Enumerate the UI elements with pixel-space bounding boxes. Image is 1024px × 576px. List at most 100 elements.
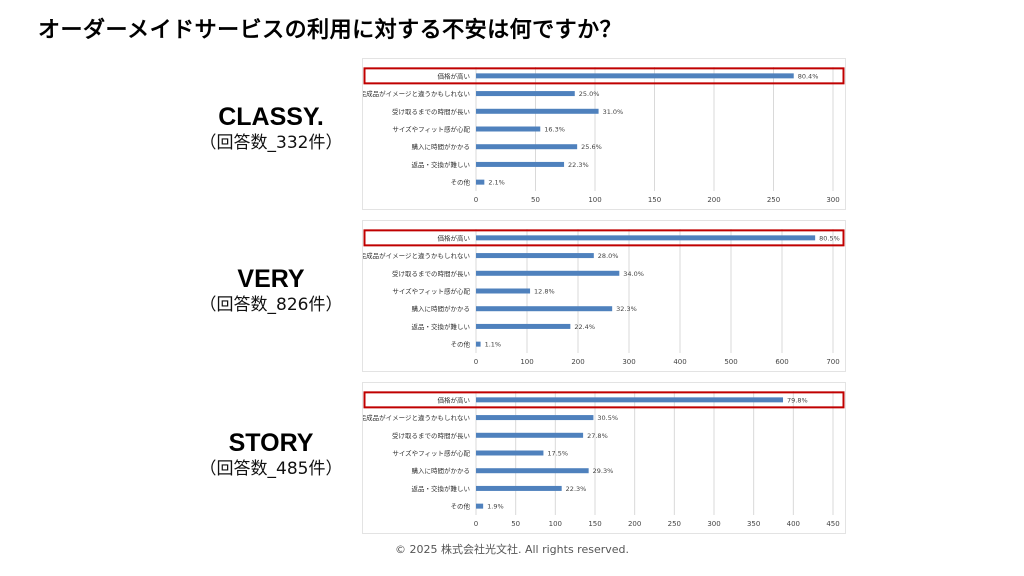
bar <box>476 341 481 347</box>
data-label: 1.9% <box>487 503 504 511</box>
data-label: 28.0% <box>598 252 619 260</box>
x-tick-label: 300 <box>622 358 635 366</box>
bar <box>476 91 575 97</box>
x-tick-label: 50 <box>531 196 540 204</box>
bar <box>476 432 584 438</box>
x-tick-label: 300 <box>826 196 839 204</box>
category-label: その他 <box>451 502 471 511</box>
category-label: 価格が高い <box>438 395 471 404</box>
magazine-name: STORY <box>228 429 314 457</box>
category-label: 価格が高い <box>438 233 471 242</box>
chart-panel-story: 0 50 100 150 200 250 300 350 400 450 価格が高い 79.8% 完成品… <box>362 382 846 534</box>
data-label: 12.8% <box>534 288 555 296</box>
x-tick-label: 0 <box>474 520 478 528</box>
category-label: 返品・交換が難しい <box>412 322 471 331</box>
bar <box>476 323 571 329</box>
x-tick-label: 150 <box>648 196 661 204</box>
category-label: 購入に時間がかかる <box>412 466 471 475</box>
x-tick-label: 150 <box>588 520 601 528</box>
x-tick-label: 250 <box>767 196 780 204</box>
category-label: 受け取るまでの時間が長い <box>392 269 470 278</box>
bar <box>476 415 594 421</box>
x-tick-label: 0 <box>474 196 478 204</box>
category-label: 完成品がイメージと違うかもしれない <box>363 413 470 422</box>
magazine-label-classy: CLASSY. （回答数_332件） <box>146 102 396 154</box>
data-label: 22.4% <box>574 323 595 331</box>
x-tick-label: 400 <box>673 358 686 366</box>
chart-panel-very: 0 100 200 300 400 500 600 700 価格が高い 80.5% 完成品がイメージ… <box>362 220 846 372</box>
highlight-box <box>363 391 845 409</box>
page-title: オーダーメイドサービスの利用に対する不安は何ですか？ <box>38 18 623 43</box>
bar <box>476 306 613 312</box>
data-label: 80.5% <box>819 234 840 242</box>
category-label: 受け取るまでの時間が長い <box>392 431 470 440</box>
category-label: 価格が高い <box>438 71 471 80</box>
data-label: 27.8% <box>587 432 608 440</box>
data-label: 17.5% <box>547 450 568 458</box>
category-label: 完成品がイメージと違うかもしれない <box>363 251 470 260</box>
bar <box>476 126 541 132</box>
bar <box>476 144 578 150</box>
x-tick-label: 700 <box>826 358 839 366</box>
x-tick-label: 50 <box>511 520 520 528</box>
category-label: その他 <box>451 340 471 349</box>
data-label: 1.1% <box>485 341 502 349</box>
x-tick-label: 400 <box>787 520 800 528</box>
bar <box>476 288 531 294</box>
bar <box>476 468 589 474</box>
chart-panel-classy: 0 50 100 150 200 250 300 価格が高い 80.4% 完成品がイメージと違うか… <box>362 58 846 210</box>
bar-chart-story: 0 50 100 150 200 250 300 350 400 450 価格が高い 79.8% 完成品… <box>363 391 845 528</box>
category-label: 受け取るまでの時間が長い <box>392 107 470 116</box>
bar <box>476 253 594 259</box>
x-tick-label: 500 <box>724 358 737 366</box>
data-label: 22.3% <box>566 485 587 493</box>
x-tick-label: 200 <box>707 196 720 204</box>
data-label: 31.0% <box>603 108 624 116</box>
x-tick-label: 300 <box>707 520 720 528</box>
data-label: 25.0% <box>579 90 600 98</box>
highlight-box <box>363 229 845 247</box>
bar <box>476 73 794 79</box>
category-label: 購入に時間がかかる <box>412 142 471 151</box>
category-label: 返品・交換が難しい <box>412 484 471 493</box>
response-count: （回答数_485件） <box>199 459 343 479</box>
data-label: 30.5% <box>597 414 618 422</box>
copyright-notice: © 2025 株式会社光文社. All rights reserved. <box>394 543 629 556</box>
bar-chart-classy: 0 50 100 150 200 250 300 価格が高い 80.4% 完成品がイメージと違うか… <box>363 67 845 204</box>
category-label: その他 <box>451 178 471 187</box>
category-label: 返品・交換が難しい <box>412 160 471 169</box>
category-label: サイズやフィット感が心配 <box>392 125 470 134</box>
x-tick-label: 0 <box>474 358 478 366</box>
bar-chart-very: 0 100 200 300 400 500 600 700 価格が高い 80.5% 完成品がイメージ… <box>363 229 845 366</box>
data-label: 32.3% <box>616 305 637 313</box>
category-label: 完成品がイメージと違うかもしれない <box>363 89 470 98</box>
response-count: （回答数_332件） <box>199 133 343 153</box>
data-label: 2.1% <box>488 179 505 187</box>
data-label: 25.6% <box>581 143 602 151</box>
x-tick-label: 200 <box>571 358 584 366</box>
bar <box>476 270 620 276</box>
bar <box>476 161 565 167</box>
highlight-box <box>363 67 845 85</box>
category-label: サイズやフィット感が心配 <box>392 287 470 296</box>
data-label: 34.0% <box>623 270 644 278</box>
bar <box>476 235 816 241</box>
magazine-name: CLASSY. <box>218 103 324 131</box>
x-tick-label: 100 <box>588 196 601 204</box>
magazine-name: VERY <box>237 265 305 293</box>
x-tick-label: 100 <box>520 358 533 366</box>
bar <box>476 503 484 509</box>
bar <box>476 450 544 456</box>
category-label: サイズやフィット感が心配 <box>392 449 470 458</box>
data-label: 79.8% <box>787 396 808 404</box>
x-tick-label: 600 <box>775 358 788 366</box>
bar <box>476 485 562 491</box>
response-count: （回答数_826件） <box>199 295 343 315</box>
bar <box>476 397 784 403</box>
x-tick-label: 350 <box>747 520 760 528</box>
bar <box>476 179 485 185</box>
data-label: 16.3% <box>544 126 565 134</box>
magazine-label-very: VERY （回答数_826件） <box>146 264 396 316</box>
category-label: 購入に時間がかかる <box>412 304 471 313</box>
bar <box>476 108 599 114</box>
